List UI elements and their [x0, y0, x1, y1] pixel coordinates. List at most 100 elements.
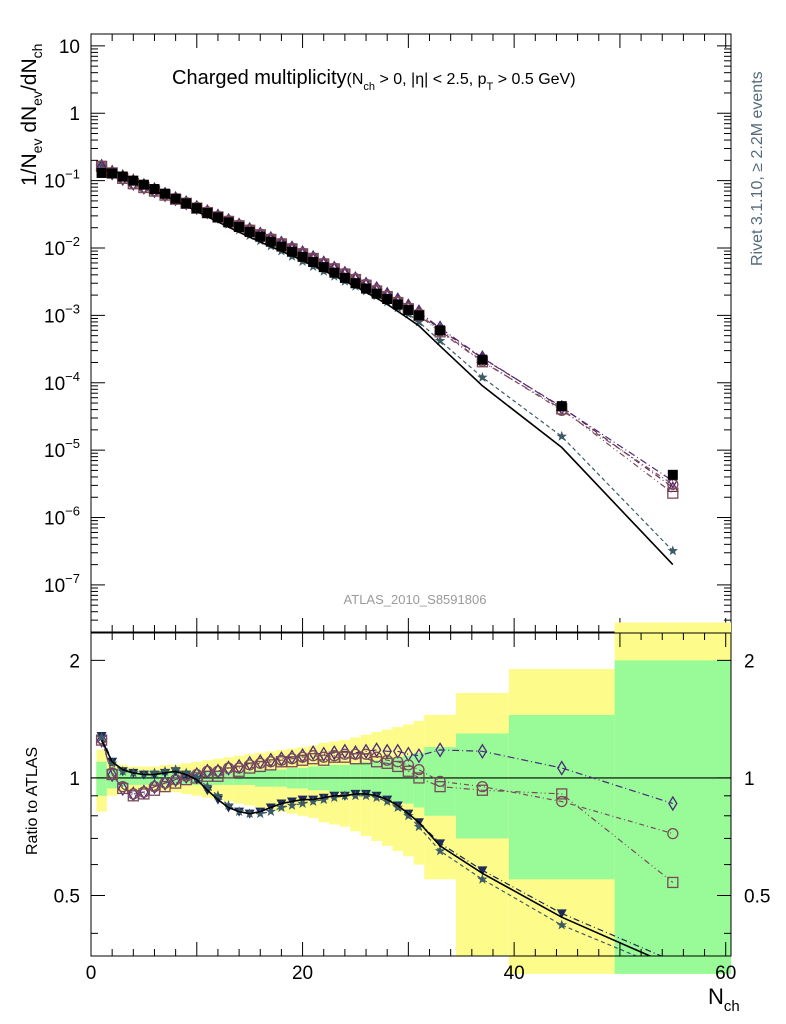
ratio-marker-rs_square	[667, 876, 679, 889]
ratio-plot-frame	[90, 632, 732, 957]
ratio-marker-rs_stars	[477, 873, 488, 884]
ratio-marker-rs_stars	[255, 808, 266, 819]
ratio-marker-rs_circle	[307, 750, 319, 762]
main-data-point	[202, 208, 213, 219]
ratio-marker-rs_circle	[286, 753, 298, 765]
main-data-point	[667, 469, 678, 480]
ratio-marker-rs_circle	[159, 777, 171, 789]
ratio-marker-rs_diamond	[213, 763, 223, 780]
main-data-point	[297, 251, 308, 262]
ratio-y-tick-label-left: 2	[69, 651, 80, 672]
ratio-marker-rs_diamond	[202, 763, 213, 780]
ratio-marker-rs_circle	[265, 756, 277, 768]
ratio-x-ticks: 0 20 40 60	[86, 633, 736, 984]
ratio-marker-rs_stars	[382, 796, 393, 806]
ratio-band-inner	[381, 758, 393, 800]
ratio-marker-rs_circle	[138, 786, 150, 798]
main-marker-ms_stars	[96, 160, 107, 171]
ratio-series-rs_solid	[100, 739, 653, 956]
ratio-marker-rs_circle	[117, 780, 129, 793]
main-plot-frame	[90, 33, 732, 633]
main-data-point	[382, 294, 393, 305]
main-data-point	[149, 184, 160, 195]
ratio-marker-rs_diamond	[393, 743, 403, 760]
ratio-y-tick-label-left: 1	[69, 769, 80, 790]
main-line-ms_solid	[101, 169, 674, 566]
ratio-y-tick-label-right: 0.5	[744, 887, 770, 908]
main-series-ms_square	[95, 160, 679, 499]
ratio-marker-rs_circle	[381, 754, 393, 766]
main-y-tick-base: 10	[44, 441, 65, 462]
main-marker-ms_stars	[477, 371, 488, 382]
ratio-marker-rs_diamond	[556, 760, 567, 776]
ratio-marker-rs_circle	[233, 762, 245, 774]
ratio-band-inner	[392, 757, 404, 802]
main-y-tick-label: 10−3	[44, 301, 80, 327]
ratio-marker-rs_square	[434, 780, 446, 793]
ratio-marker-rs_stars	[403, 810, 414, 821]
main-title-cut-end: > 0.5 GeV)	[493, 71, 575, 88]
ratio-marker-rs_diamond	[149, 778, 160, 795]
main-y-tick-label: 10−7	[44, 571, 80, 597]
ratio-marker-rs_diamond	[403, 746, 414, 762]
ratio-line-rs_stars	[101, 737, 638, 956]
ylabel-part-4: /dN	[18, 58, 41, 91]
ratio-marker-rs_diamond	[223, 760, 234, 776]
ratio-marker-rs_circle	[296, 751, 309, 763]
ratio-marker-rs_stars	[413, 821, 425, 832]
x-axis-label: Nch	[708, 984, 740, 1015]
ratio-marker-rs_stars	[159, 765, 171, 776]
ratio-marker-rs_circle	[254, 757, 266, 769]
ratio-uncertainty-bands	[91, 622, 731, 974]
ratio-marker-rs_tri	[556, 909, 567, 919]
ratio-marker-rs_stars	[117, 765, 128, 776]
main-data-point	[556, 401, 567, 412]
main-y-tick-label: 10−4	[44, 369, 80, 395]
main-data-point	[477, 354, 488, 365]
ratio-marker-rs_circle	[360, 748, 372, 760]
ratio-marker-rs_stars	[181, 767, 192, 778]
main-y-tick-exponent: −4	[65, 369, 80, 384]
x-axis-label-sub: ch	[724, 998, 740, 1015]
ratio-marker-rs_diamond	[477, 743, 488, 760]
ratio-marker-rs_circle	[667, 827, 679, 840]
main-data-point	[223, 217, 234, 228]
main-title: Charged multiplicity(Nch > 0, |η| < 2.5,…	[172, 67, 576, 93]
main-data-point	[392, 299, 403, 310]
main-series-ms_stars	[96, 160, 678, 556]
ylabel-part-1: ev	[29, 139, 45, 154]
main-data-point	[265, 236, 276, 247]
main-y-tick-label: 10	[59, 37, 80, 58]
main-data-point	[212, 212, 223, 223]
ylabel-part-0: 1/N	[18, 153, 41, 186]
ratio-marker-rs_square	[413, 772, 425, 784]
ratio-marker-rs_square	[476, 784, 489, 796]
ratio-marker-rs_stars	[318, 794, 329, 805]
main-data-point	[413, 310, 424, 321]
ratio-marker-rs_stars	[212, 790, 224, 801]
ratio-marker-rs_diamond	[107, 766, 117, 783]
ratio-band-inner	[614, 660, 731, 974]
main-data-point	[181, 198, 192, 209]
ratio-marker-rs_stars	[96, 731, 107, 742]
main-series-ms_solid	[101, 169, 674, 566]
ratio-marker-rs_tri	[435, 839, 446, 849]
main-data-point	[160, 188, 171, 199]
main-marker-ms_square	[667, 487, 679, 499]
ratio-series-group	[95, 731, 679, 956]
main-y-tick-label: 10−2	[44, 234, 80, 260]
main-title-cut-sub: ch	[363, 81, 375, 93]
main-line-ms_square	[101, 165, 674, 494]
ratio-marker-rs_circle	[148, 780, 161, 793]
ratio-y-tick-label-right: 1	[744, 769, 755, 790]
ratio-marker-rs_stars	[286, 800, 298, 810]
ratio-marker-rs_diamond	[414, 747, 424, 764]
ratio-marker-rs_stars	[276, 802, 287, 812]
main-data-point	[350, 278, 361, 289]
ratio-marker-rs_circle	[328, 750, 340, 762]
ratio-y-tick-label-right: 2	[744, 651, 755, 672]
ratio-marker-rs_square	[556, 788, 568, 800]
